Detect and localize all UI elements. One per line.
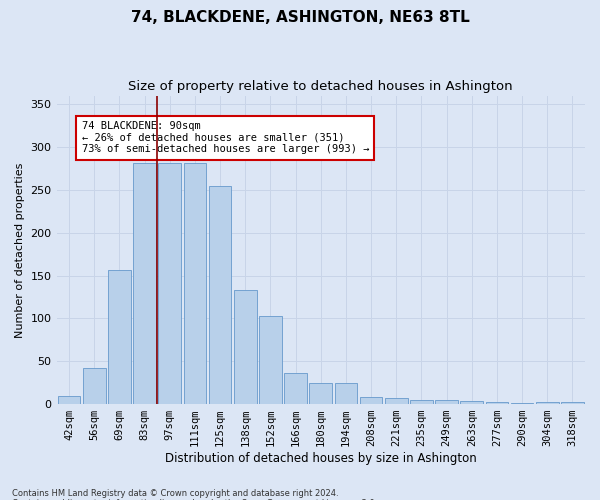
Bar	[83, 368, 106, 404]
Bar	[360, 397, 382, 404]
Bar	[561, 402, 584, 404]
Bar	[335, 382, 357, 404]
Bar	[536, 402, 559, 404]
Text: Contains public sector information licensed under the Open Government Licence v3: Contains public sector information licen…	[12, 498, 377, 500]
Bar	[108, 270, 131, 404]
Bar	[460, 400, 483, 404]
Bar	[234, 290, 257, 404]
Bar	[385, 398, 407, 404]
Bar	[58, 396, 80, 404]
Bar	[485, 402, 508, 404]
Bar	[158, 164, 181, 404]
Bar	[284, 373, 307, 404]
Bar	[133, 164, 156, 404]
Bar	[259, 316, 282, 404]
Text: 74 BLACKDENE: 90sqm
← 26% of detached houses are smaller (351)
73% of semi-detac: 74 BLACKDENE: 90sqm ← 26% of detached ho…	[82, 122, 369, 154]
Bar	[209, 186, 232, 404]
Bar	[511, 403, 533, 404]
X-axis label: Distribution of detached houses by size in Ashington: Distribution of detached houses by size …	[165, 452, 476, 465]
Text: 74, BLACKDENE, ASHINGTON, NE63 8TL: 74, BLACKDENE, ASHINGTON, NE63 8TL	[131, 10, 469, 25]
Title: Size of property relative to detached houses in Ashington: Size of property relative to detached ho…	[128, 80, 513, 93]
Bar	[435, 400, 458, 404]
Text: Contains HM Land Registry data © Crown copyright and database right 2024.: Contains HM Land Registry data © Crown c…	[12, 488, 338, 498]
Bar	[410, 400, 433, 404]
Bar	[310, 382, 332, 404]
Y-axis label: Number of detached properties: Number of detached properties	[15, 162, 25, 338]
Bar	[184, 164, 206, 404]
